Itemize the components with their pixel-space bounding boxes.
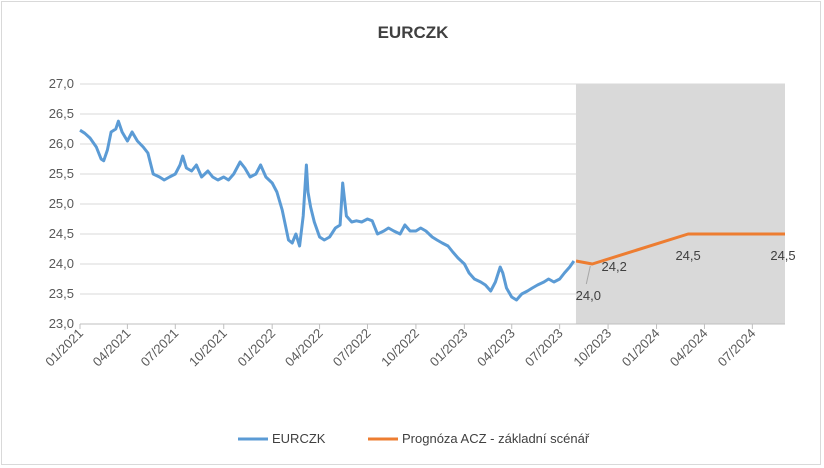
annotation-leader [585,265,591,285]
x-tick-label: 10/2023 [570,326,614,370]
y-tick-label: 27,0 [49,76,74,91]
series-line-forecast [575,232,785,266]
y-tick-label: 23,0 [49,316,74,331]
x-tick-label: 04/2023 [474,326,518,370]
x-tick-label: 10/2021 [186,326,230,370]
x-tick-label: 04/2021 [90,326,134,370]
x-tick-label: 01/2023 [427,326,471,370]
plot-area: 23,0 23,5 24,0 24,5 25,0 25,5 26,0 26,5 27,0 01/2… [42,76,795,369]
x-tick-label: 10/2022 [378,326,422,370]
x-tick-label: 07/2021 [138,326,182,370]
x-tick-label: 01/2024 [619,326,663,370]
y-tick-label: 26,5 [49,106,74,121]
x-tick-label: 04/2024 [667,326,711,370]
y-tick-label: 26,0 [49,136,74,151]
x-tick-label: 07/2024 [715,326,759,370]
legend-label-eurczk: EURCZK [272,431,326,446]
y-tick-label: 24,0 [49,256,74,271]
data-label: 24,2 [602,259,627,274]
data-label: 24,0 [576,288,601,303]
x-tick-label: 01/2021 [42,326,86,370]
x-tick-label: 01/2022 [234,326,278,370]
chart-title: EURCZK [378,23,450,42]
x-tick-label: 07/2023 [522,326,566,370]
data-label: 24,5 [770,248,795,263]
legend: EURCZK Prognóza ACZ - základní scénář [238,431,590,446]
data-label: 24,5 [675,248,700,263]
series-line-eurczk [79,119,576,302]
y-tick-label: 25,0 [49,196,74,211]
legend-label-forecast: Prognóza ACZ - základní scénář [402,431,590,446]
y-tick-label: 25,5 [49,166,74,181]
y-tick-label: 24,5 [49,226,74,241]
x-tick-label: 07/2022 [330,326,374,370]
x-tick-label: 04/2022 [282,326,326,370]
y-tick-label: 23,5 [49,286,74,301]
